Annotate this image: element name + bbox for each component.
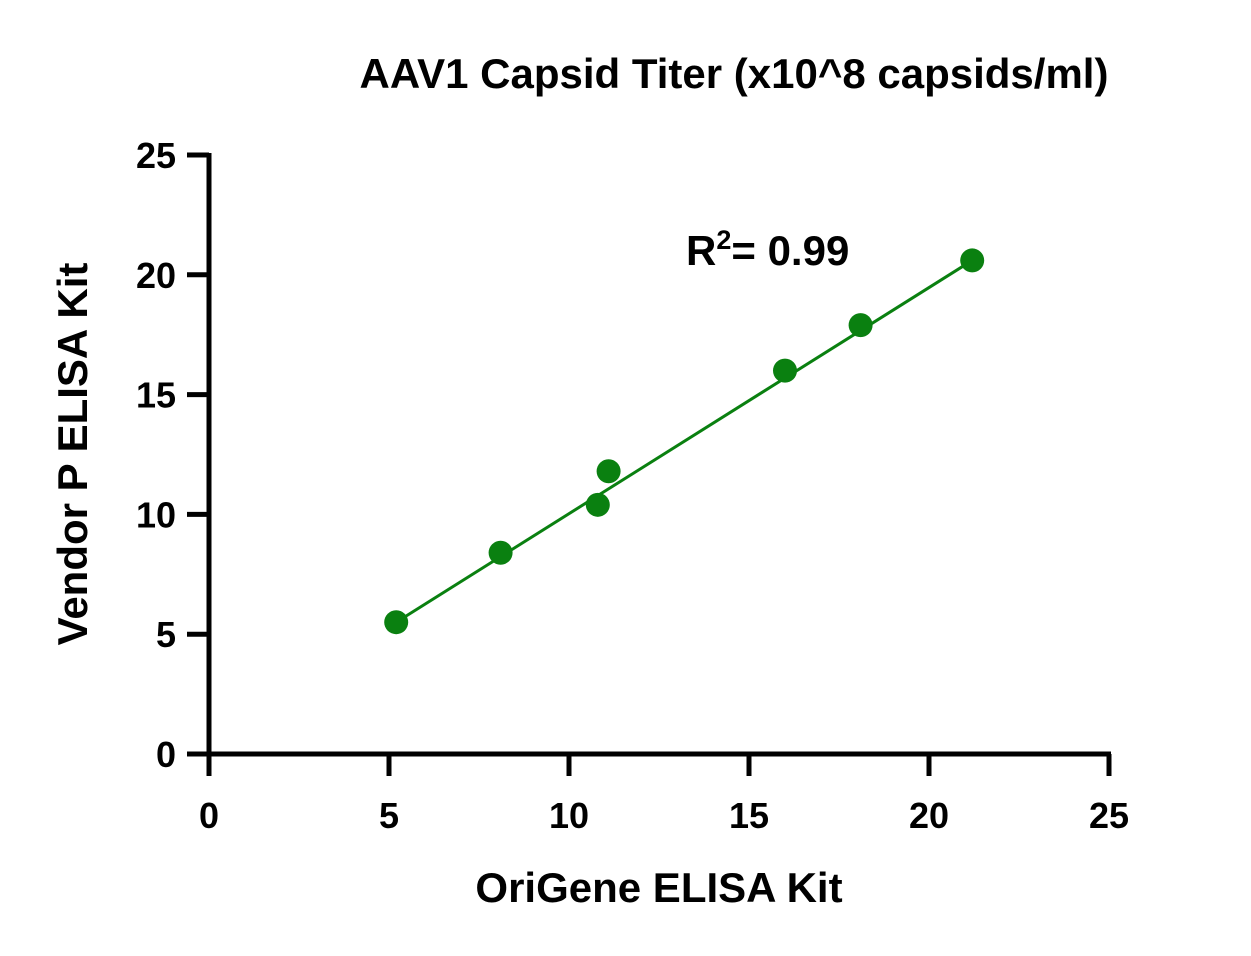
data-points xyxy=(384,248,985,635)
x-tick-label: 15 xyxy=(729,795,769,836)
data-point xyxy=(596,459,621,484)
x-axis-label: OriGene ELISA Kit xyxy=(475,864,842,911)
y-tick-label: 20 xyxy=(136,255,176,296)
y-tick-label: 0 xyxy=(156,734,176,775)
data-point xyxy=(585,492,610,517)
data-point xyxy=(773,358,797,383)
r-squared-base: R xyxy=(686,227,716,274)
data-point xyxy=(848,313,873,338)
fit-line-group xyxy=(395,259,973,624)
r-squared-annotation: R2= 0.99 xyxy=(686,225,849,274)
y-tick-label: 15 xyxy=(136,375,176,416)
fit-line xyxy=(395,259,973,624)
data-point xyxy=(960,248,985,273)
x-tick-label: 20 xyxy=(909,795,949,836)
x-ticks: 0 5 10 15 20 25 xyxy=(199,754,1129,836)
x-tick-label: 5 xyxy=(379,795,399,836)
y-tick-label: 5 xyxy=(156,614,176,655)
y-tick-label: 10 xyxy=(136,494,176,535)
chart-title: AAV1 Capsid Titer (x10^8 capsids/ml) xyxy=(360,50,1109,97)
x-tick-label: 25 xyxy=(1089,795,1129,836)
y-ticks: 0 5 10 15 20 25 xyxy=(136,135,209,775)
x-tick-label: 10 xyxy=(549,795,589,836)
data-point xyxy=(384,610,409,635)
x-tick-label: 0 xyxy=(199,795,219,836)
y-tick-label: 25 xyxy=(136,135,176,176)
r-squared-value: = 0.99 xyxy=(731,227,849,274)
y-axis-label: Vendor P ELISA Kit xyxy=(49,263,96,646)
r-squared-superscript: 2 xyxy=(716,225,731,255)
axes: 0 5 10 15 20 25 0 5 10 15 20 25 xyxy=(136,135,1129,836)
data-point xyxy=(488,540,513,565)
